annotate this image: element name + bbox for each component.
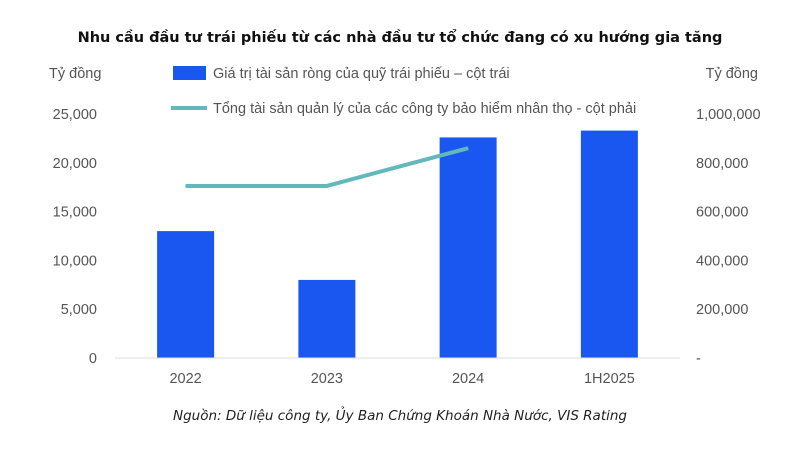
- right-tick-label: 800,000: [696, 156, 748, 172]
- left-tick-label: 0: [89, 351, 97, 367]
- left-tick-label: 10,000: [53, 253, 97, 269]
- chart-title: Nhu cầu đầu tư trái phiếu từ các nhà đầu…: [78, 29, 723, 46]
- legend-bar-label: Giá trị tài sản ròng của quỹ trái phiếu …: [213, 66, 510, 82]
- bar-2023: [298, 279, 356, 358]
- line-path: [185, 146, 469, 188]
- left-tick-label: 15,000: [53, 205, 97, 221]
- category-label: 2022: [169, 371, 201, 387]
- right-tick-label: -: [696, 351, 701, 367]
- right-tick-label: 200,000: [696, 302, 748, 318]
- category-label: 2024: [452, 371, 484, 387]
- source-note: Nguồn: Dữ liệu công ty, Ủy Ban Chứng Kho…: [173, 405, 627, 424]
- bar-series: [157, 130, 638, 358]
- line-point-2024: [467, 147, 469, 149]
- right-tick-label: 1,000,000: [696, 107, 761, 123]
- category-labels: 2022 2023 2024 1H2025: [169, 371, 634, 387]
- left-tick-label: 20,000: [53, 156, 97, 172]
- bar-2022: [157, 231, 215, 358]
- line-series: [185, 146, 469, 188]
- left-axis-unit: Tỷ đồng: [49, 66, 101, 82]
- left-axis-ticks: 25,000 20,000 15,000 10,000 5,000 0: [53, 107, 97, 367]
- right-tick-label: 400,000: [696, 253, 748, 269]
- category-label: 2023: [311, 371, 343, 387]
- left-tick-label: 25,000: [53, 107, 97, 123]
- right-axis-ticks: 1,000,000 800,000 600,000 400,000 200,000 -: [696, 107, 761, 367]
- right-axis-unit: Tỷ đồng: [706, 66, 758, 82]
- bar-2024: [439, 137, 497, 358]
- right-tick-label: 600,000: [696, 205, 748, 221]
- category-label: 1H2025: [584, 371, 635, 387]
- bar-1H2025: [580, 130, 638, 358]
- left-tick-label: 5,000: [61, 302, 97, 318]
- legend: Giá trị tài sản ròng của quỹ trái phiếu …: [171, 66, 636, 117]
- line-point-2023: [326, 185, 328, 187]
- legend-bar-swatch: [173, 66, 206, 80]
- legend-line-label: Tổng tài sản quản lý của các công ty bảo…: [213, 101, 636, 117]
- line-point-2022: [185, 185, 187, 187]
